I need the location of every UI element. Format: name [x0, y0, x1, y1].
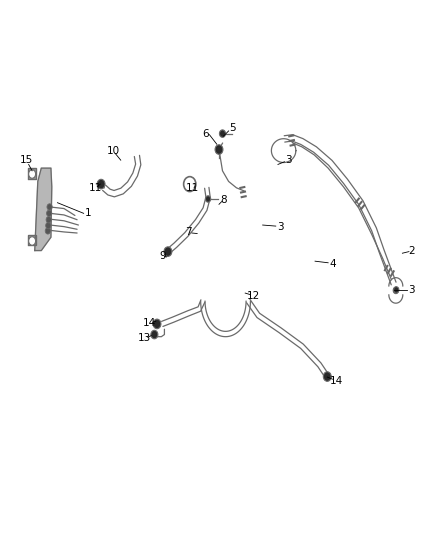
Text: 1: 1: [85, 208, 92, 219]
Text: 5: 5: [229, 123, 235, 133]
Circle shape: [28, 169, 35, 178]
Circle shape: [205, 196, 211, 202]
Circle shape: [46, 222, 51, 229]
Circle shape: [219, 130, 226, 138]
Text: 2: 2: [408, 246, 414, 255]
Circle shape: [323, 372, 331, 381]
Text: 8: 8: [220, 195, 227, 205]
Circle shape: [215, 145, 223, 155]
Circle shape: [47, 204, 52, 210]
Text: 11: 11: [88, 183, 102, 193]
Circle shape: [46, 216, 51, 223]
Text: 6: 6: [203, 128, 209, 139]
Text: 3: 3: [408, 286, 414, 295]
Text: 7: 7: [185, 227, 192, 237]
Circle shape: [153, 319, 161, 329]
Polygon shape: [28, 235, 36, 245]
Text: 11: 11: [186, 183, 199, 193]
Text: 3: 3: [286, 155, 292, 165]
Text: 14: 14: [330, 376, 343, 386]
Circle shape: [28, 237, 35, 245]
Circle shape: [46, 210, 52, 216]
Text: 13: 13: [138, 333, 152, 343]
Circle shape: [164, 247, 172, 256]
Circle shape: [393, 287, 399, 294]
Circle shape: [97, 179, 105, 189]
Circle shape: [151, 330, 158, 339]
Circle shape: [45, 228, 50, 234]
Text: 12: 12: [247, 290, 261, 301]
Text: 14: 14: [142, 318, 156, 328]
Text: 3: 3: [277, 222, 283, 232]
Text: 9: 9: [159, 251, 166, 261]
Circle shape: [394, 287, 399, 293]
Text: 4: 4: [329, 259, 336, 269]
Text: 15: 15: [20, 155, 34, 165]
Polygon shape: [35, 168, 52, 251]
Polygon shape: [28, 168, 36, 179]
Text: 10: 10: [107, 146, 120, 156]
